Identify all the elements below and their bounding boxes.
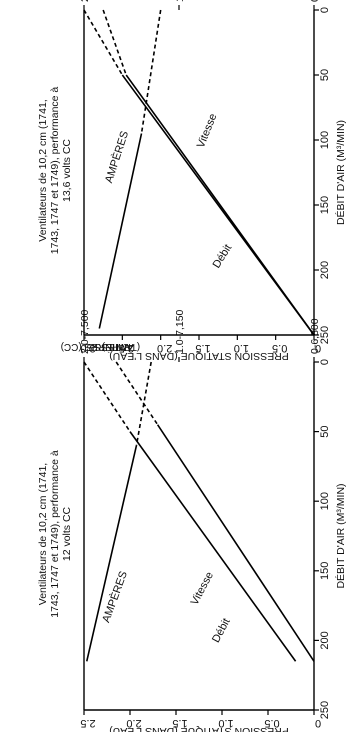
x-tick-label: 100 [319, 131, 331, 149]
x-tick-label: 200 [319, 261, 331, 279]
chart-title-line: 1743, 1747 et 1749), performance à [49, 450, 61, 618]
x-tick-label: 250 [319, 701, 331, 719]
series-label: AMPÈRES [102, 129, 131, 184]
y-tick-label: 1.0 [218, 717, 233, 729]
x-tick-label: 250 [319, 326, 331, 344]
chart-title-line: 1743, 1747 et 1749), performance à [49, 87, 61, 255]
x-axis-title: DÉBIT D'AIR (M³/MIN) [334, 120, 347, 225]
y-tick-label: 3.0 [80, 342, 95, 354]
x-tick-label: 150 [319, 562, 331, 580]
chart-title-line: 13,6 volts CC [61, 139, 73, 202]
x-tick-label: 150 [319, 196, 331, 214]
series-line-dashed [115, 361, 159, 426]
x-tick-label: 0 [319, 359, 331, 365]
series-ampères: AMPÈRES [98, 9, 162, 329]
y-tick-label: 2.5 [119, 342, 134, 354]
y-tick-label: 1.0 [234, 342, 249, 354]
series-débit: Débit [115, 361, 315, 662]
right-axis-label: 2.0-8,600 [79, 0, 91, 2]
series-line-dashed [102, 9, 127, 76]
chart-title-line: Ventilateurs de 10,2 cm (1741, [37, 463, 49, 605]
y-axis-title: PRESSION STATIQUE (DANS L'EAU) [109, 350, 289, 362]
series-line-solid [98, 133, 143, 329]
series-vitesse: Vitesse [83, 361, 297, 662]
series-label: Débit [211, 242, 235, 270]
y-tick-label: 1.5 [195, 342, 210, 354]
series-line-dashed [83, 361, 131, 433]
series-débit: Débit [102, 9, 315, 336]
right-axis-label: 1.0-7,150 [174, 309, 186, 354]
x-tick-label: 50 [319, 425, 331, 437]
y-tick-label: 2.0 [157, 342, 172, 354]
x-axis-title: DÉBIT D'AIR (M³/MIN) [334, 483, 347, 588]
chart-1: 0 50 100 150 200 250 DÉBIT D'AIR (M³/MIN) 2.5 2.… [37, 309, 347, 732]
series-line-solid [129, 431, 297, 662]
right-axis-label: 0-6,800 [309, 0, 321, 2]
series-line-dashed [135, 361, 152, 446]
y-tick-label: 0 [315, 717, 321, 729]
x-tick-label: 100 [319, 492, 331, 510]
x-tick-label: 0 [319, 7, 331, 13]
series-ampères: AMPÈRES [85, 361, 152, 662]
y-tick-label: 2.5 [80, 717, 95, 729]
right-axis-label: 2.0-7,500 [79, 309, 91, 354]
series-label: Vitesse [189, 570, 216, 607]
right-axis-title-line: (TRMIN) [102, 341, 140, 352]
series-line-solid [121, 74, 315, 336]
y-tick-label: 0.5 [264, 717, 279, 729]
y-tick-label: 0.5 [272, 342, 287, 354]
y-tick-label: 1.5 [172, 717, 187, 729]
y-tick-label: 2.0 [126, 717, 141, 729]
series-label: Débit [210, 616, 233, 644]
right-axis-label: 0-6,800 [309, 318, 321, 354]
series-label: Vitesse [195, 112, 220, 150]
right-axis-title-line: AMPÈRES (CC) [61, 341, 134, 354]
right-axis-label: 1.0-7,700 [174, 0, 186, 2]
series-line-solid [156, 424, 315, 662]
chart-title-line: Ventilateurs de 10,2 cm (1741, [37, 99, 49, 241]
x-tick-label: 50 [319, 69, 331, 81]
right-axis-title-line: VITESSE [88, 341, 131, 352]
series-label: AMPÈRES [99, 569, 130, 624]
chart-title-line: 12 volts CC [61, 506, 73, 561]
x-tick-label: 200 [319, 631, 331, 649]
series-line-dashed [83, 9, 124, 76]
y-axis-title: PRESSION STATIQUE (DANS L'EAU) [109, 725, 289, 732]
y-tick-label: 0 [315, 342, 321, 354]
series-line-solid [85, 445, 138, 662]
